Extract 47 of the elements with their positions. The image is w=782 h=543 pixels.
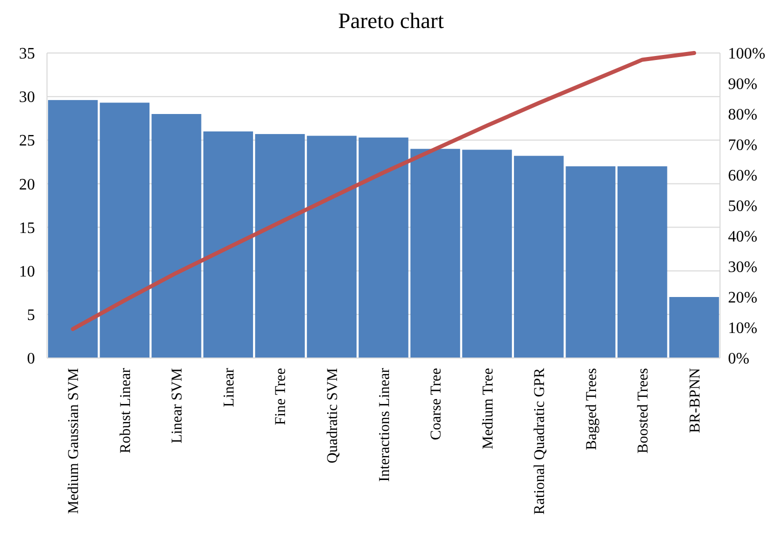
y2-tick-label: 10% — [728, 320, 758, 338]
y2-tick-label: 40% — [728, 228, 758, 246]
y2-tick-label: 60% — [728, 168, 758, 185]
bar — [410, 148, 460, 358]
y2-tick-label: 50% — [728, 198, 758, 216]
y2-tick-label: 100% — [728, 46, 766, 63]
y2-tick-label: 20% — [728, 290, 758, 307]
bar — [203, 131, 254, 358]
bar — [669, 297, 719, 358]
x-tick-label: Coarse Tree — [428, 368, 445, 440]
x-tick-label: BR-BPNN — [687, 368, 704, 434]
bar — [566, 166, 616, 358]
bar — [100, 102, 150, 358]
x-tick-label: Medium Gaussian SVM — [66, 368, 82, 514]
x-tick-label: Fine Tree — [273, 368, 290, 426]
bar — [48, 100, 98, 358]
y-tick-label: 15 — [19, 220, 35, 237]
x-tick-label: Linear — [221, 368, 238, 408]
bar — [514, 156, 564, 358]
bar — [358, 138, 408, 358]
y2-tick-label: 70% — [728, 137, 758, 154]
x-tick-label: Boosted Trees — [636, 368, 652, 454]
x-tick-label: Interactions Linear — [376, 368, 393, 482]
y-tick-label: 10 — [19, 263, 35, 280]
bar — [152, 114, 202, 358]
bar — [255, 134, 305, 358]
x-tick-label: Rational Quadratic GPR — [532, 368, 548, 515]
y-tick-label: 25 — [19, 132, 35, 150]
y-tick-label: 35 — [19, 46, 35, 63]
x-tick-label: Robust Linear — [118, 368, 134, 454]
line-series — [70, 51, 696, 332]
x-tick-label: Medium Tree — [480, 368, 496, 450]
x-tick-label: Bagged Trees — [584, 368, 600, 450]
y-tick-label: 5 — [27, 307, 35, 324]
x-tick-label: Linear SVM — [170, 368, 186, 444]
y2-tick-label: 30% — [728, 259, 758, 276]
y2-tick-label: 80% — [728, 106, 758, 124]
bar — [617, 166, 668, 358]
bar — [462, 150, 512, 358]
y2-tick-label: 0% — [728, 350, 750, 368]
y2-tick-label: 90% — [728, 76, 758, 94]
y-tick-label: 30 — [19, 89, 35, 106]
y-tick-label: 20 — [19, 176, 35, 194]
x-tick-label: Quadratic SVM — [324, 368, 341, 464]
chart-title: Pareto chart — [338, 8, 444, 33]
y-tick-label: 0 — [27, 350, 35, 368]
bar — [306, 136, 357, 358]
